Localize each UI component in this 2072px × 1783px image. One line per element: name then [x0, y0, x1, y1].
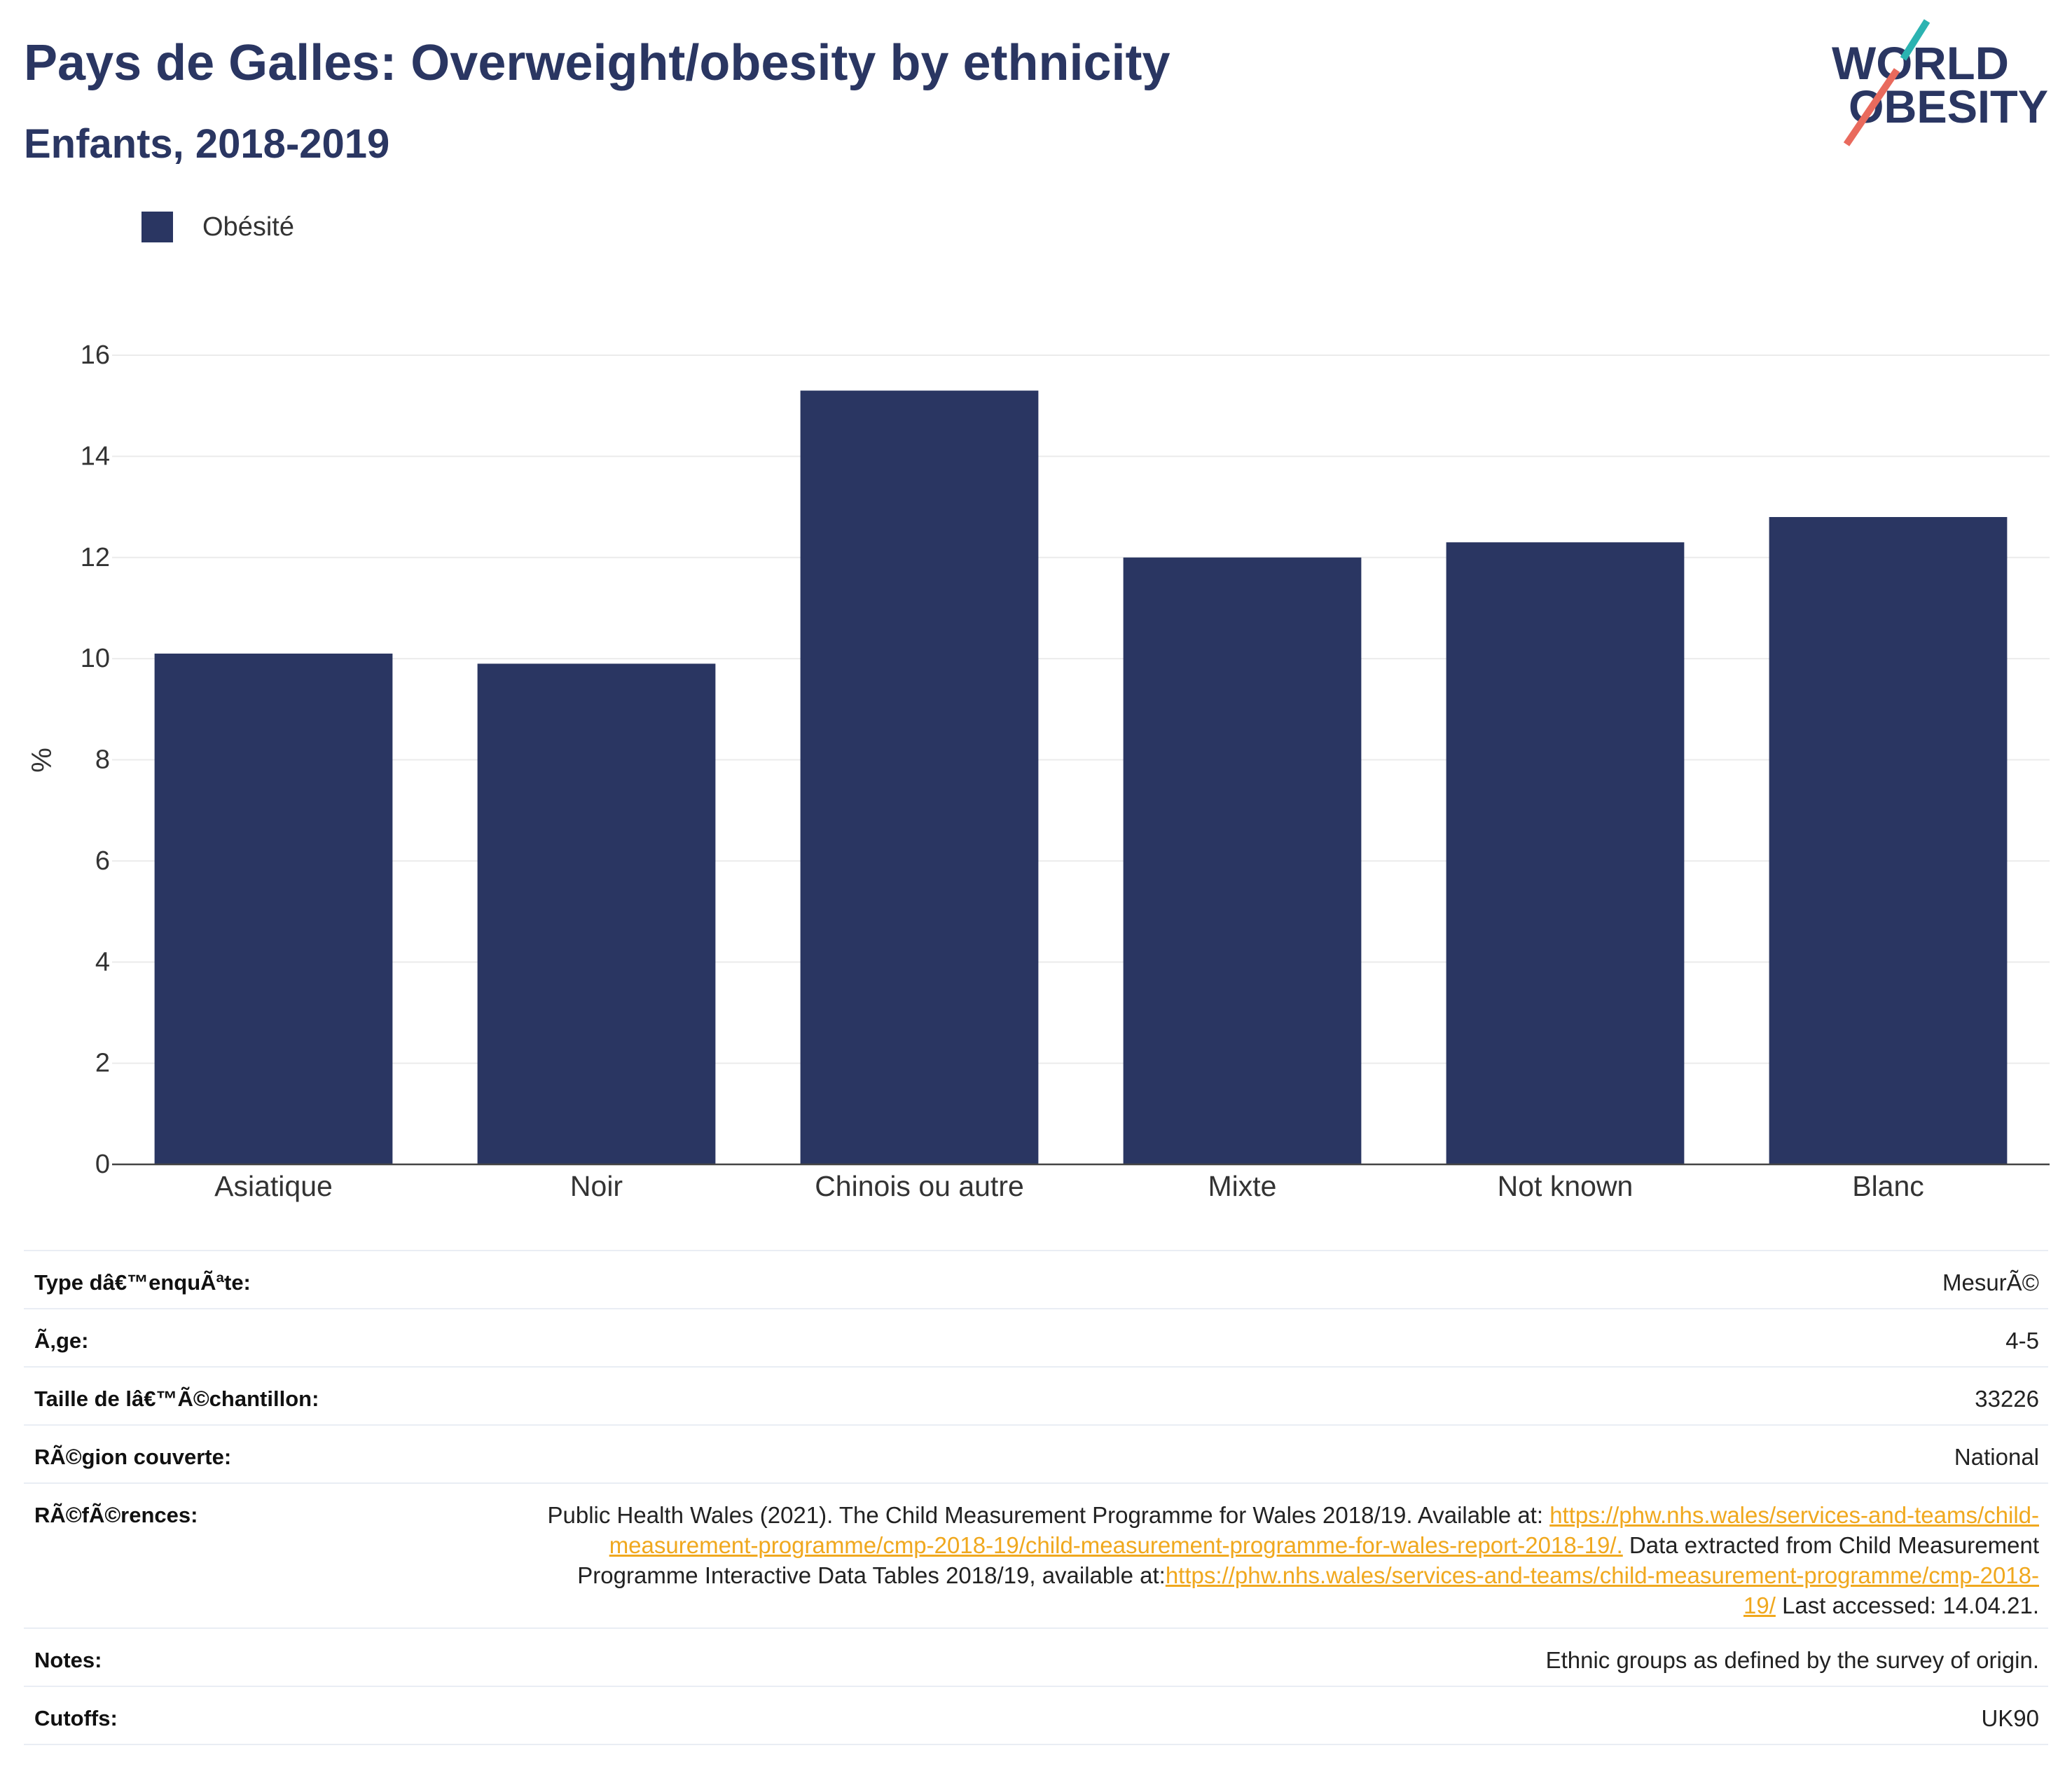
bar-not-known [1446, 542, 1685, 1164]
y-axis-title: % [27, 748, 57, 773]
detail-value-cutoffs: UK90 [1981, 1705, 2039, 1731]
detail-value-references: Public Health Wales (2021). The Child Me… [547, 1500, 2039, 1620]
legend-swatch [141, 211, 173, 242]
logo-slash-teal [1900, 19, 1931, 61]
detail-row-region: RÃ©gion couverte: National [24, 1426, 2048, 1484]
detail-label-age: Ã‚ge: [34, 1328, 89, 1353]
x-tick-label-not-known: Not known [1498, 1170, 1634, 1202]
detail-label-region: RÃ©gion couverte: [34, 1445, 232, 1469]
y-tick-label-10: 10 [81, 644, 110, 673]
detail-row-sample-size: Taille de lâ€™Ã©chantillon: 33226 [24, 1368, 2048, 1426]
x-tick-label-asiatique: Asiatique [214, 1170, 333, 1202]
x-tick-label-chinois-ou-autre: Chinois ou autre [815, 1170, 1024, 1202]
detail-row-references: RÃ©fÃ©rences: Public Health Wales (2021)… [24, 1484, 2048, 1629]
detail-row-age: Ã‚ge: 4-5 [24, 1309, 2048, 1368]
references-text-3: Last accessed: 14.04.21. [1775, 1592, 2039, 1618]
legend-label: Obésité [202, 212, 294, 242]
logo-word-obesity: OBESITY [1849, 81, 2048, 132]
detail-label-survey-type: Type dâ€™enquÃªte: [34, 1270, 251, 1295]
logo-word-world: WORLD [1832, 37, 2009, 89]
y-tick-labels: 0 2 4 6 8 10 12 14 16 [81, 340, 110, 1179]
y-tick-label-4: 4 [95, 947, 110, 977]
x-tick-label-noir: Noir [570, 1170, 623, 1202]
references-link-report[interactable]: https://phw.nhs.wales/services-and-teams… [609, 1502, 2039, 1558]
bar-chinois-ou-autre [800, 390, 1039, 1164]
legend-item-obesite[interactable]: Obésité [141, 211, 294, 242]
detail-value-age: 4-5 [2005, 1328, 2039, 1354]
references-text-2: Data extracted from Child Measurement Pr… [577, 1532, 2039, 1588]
detail-row-survey-type: Type dâ€™enquÃªte: MesurÃ© [24, 1251, 2048, 1309]
world-obesity-logo: WORLD OBESITY [1832, 19, 2048, 146]
details-table: Type dâ€™enquÃªte: MesurÃ© Ã‚ge: 4-5 Tai… [24, 1250, 2048, 1745]
chart-title: Pays de Galles: Overweight/obesity by et… [24, 35, 1170, 91]
detail-row-notes: Notes: Ethnic groups as defined by the s… [24, 1629, 2048, 1687]
logo-slash-coral [1843, 68, 1900, 146]
bar-chart: 0 2 4 6 8 10 12 14 16 Asiatique Noir Chinois ou au… [27, 340, 2050, 1202]
bar-noir [477, 663, 716, 1164]
detail-value-notes: Ethnic groups as defined by the survey o… [1545, 1647, 2039, 1673]
detail-value-sample-size: 33226 [1975, 1386, 2039, 1412]
gridlines [112, 354, 2050, 1064]
bar-blanc [1769, 517, 2008, 1164]
detail-label-references: RÃ©fÃ©rences: [34, 1503, 198, 1527]
y-tick-label-14: 14 [81, 441, 110, 471]
bars [154, 390, 2008, 1164]
references-text-1: Public Health Wales (2021). The Child Me… [547, 1502, 1550, 1528]
references-link-data-tables[interactable]: https://phw.nhs.wales/services-and-teams… [1165, 1562, 2039, 1618]
detail-label-cutoffs: Cutoffs: [34, 1706, 118, 1730]
bar-mixte [1123, 557, 1362, 1164]
x-tick-labels: Asiatique Noir Chinois ou autre Mixte Not kn… [214, 1170, 1924, 1202]
detail-value-region: National [1954, 1444, 2039, 1470]
y-tick-label-0: 0 [95, 1150, 110, 1179]
detail-label-sample-size: Taille de lâ€™Ã©chantillon: [34, 1386, 319, 1411]
bar-asiatique [154, 653, 393, 1164]
detail-value-survey-type: MesurÃ© [1942, 1269, 2039, 1295]
legend: Obésité [141, 211, 294, 242]
y-tick-label-12: 12 [81, 543, 110, 572]
detail-label-notes: Notes: [34, 1648, 102, 1672]
detail-row-cutoffs: Cutoffs: UK90 [24, 1687, 2048, 1745]
y-tick-label-6: 6 [95, 846, 110, 876]
chart-subtitle: Enfants, 2018-2019 [24, 121, 390, 167]
y-tick-label-2: 2 [95, 1049, 110, 1078]
y-tick-label-8: 8 [95, 745, 110, 775]
x-tick-label-mixte: Mixte [1208, 1170, 1277, 1202]
x-tick-label-blanc: Blanc [1852, 1170, 1924, 1202]
y-tick-label-16: 16 [81, 340, 110, 370]
